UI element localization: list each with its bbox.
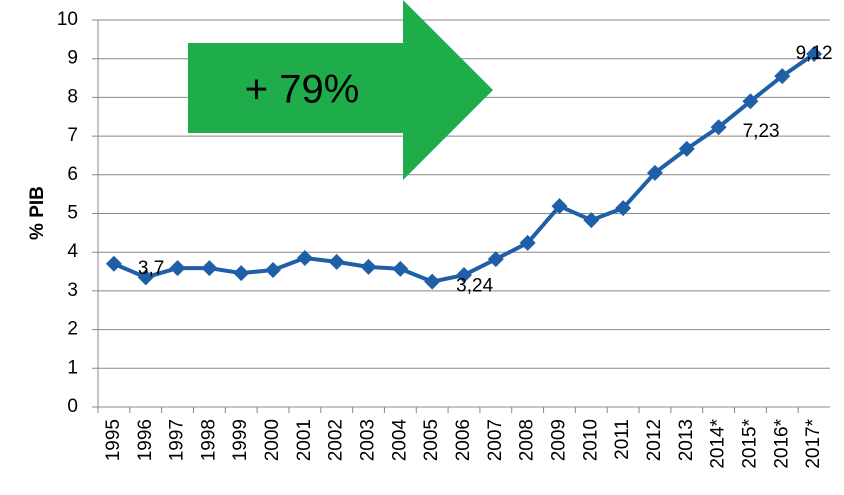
x-tick-label: 2008 xyxy=(517,419,538,461)
marker xyxy=(519,234,536,251)
x-tick-label: 2013 xyxy=(676,419,697,461)
arrow-shape xyxy=(188,0,493,180)
x-tick-label: 2015* xyxy=(739,418,760,468)
marker xyxy=(328,253,345,270)
y-tick-label: 4 xyxy=(67,241,78,262)
x-tick-label: 2011 xyxy=(612,419,633,460)
x-tick-label: 2004 xyxy=(389,419,410,462)
marker xyxy=(201,260,218,277)
marker xyxy=(615,200,632,217)
marker xyxy=(774,68,791,85)
marker xyxy=(678,140,695,157)
y-tick-label: 6 xyxy=(67,164,78,185)
y-tick-label: 1 xyxy=(67,357,78,378)
x-tick-label: 2010 xyxy=(580,419,601,461)
annotation-arrow: + 79% xyxy=(188,0,493,180)
data-label: 7,23 xyxy=(743,121,780,142)
y-tick-label: 9 xyxy=(67,48,78,69)
marker xyxy=(551,198,568,215)
y-tick-label: 8 xyxy=(67,86,78,107)
y-tick-label: 7 xyxy=(67,125,78,146)
marker xyxy=(360,258,377,275)
data-label: 9,12 xyxy=(796,43,833,64)
x-tick-label: 1997 xyxy=(167,419,188,461)
y-axis-label: % PIB xyxy=(27,186,48,240)
x-tick-label: 2014* xyxy=(708,418,729,468)
x-tick-label: 2016* xyxy=(771,418,792,468)
x-tick-label: 2006 xyxy=(453,419,474,461)
marker xyxy=(583,212,600,229)
x-tick-label: 2017* xyxy=(803,418,824,468)
x-tick-label: 1995 xyxy=(103,419,124,461)
marker xyxy=(742,93,759,110)
data-label: 3,7 xyxy=(138,258,164,279)
y-tick-label: 5 xyxy=(67,203,78,224)
marker xyxy=(456,267,472,284)
marker xyxy=(137,269,154,286)
x-tick-label: 2002 xyxy=(326,419,347,461)
x-tick-label: 1998 xyxy=(198,419,219,461)
y-tick-label: 3 xyxy=(67,280,78,301)
x-tick-label: 2005 xyxy=(421,419,442,461)
marker xyxy=(424,273,441,290)
marker xyxy=(265,262,282,279)
marker xyxy=(233,265,250,282)
x-tick-label: 2000 xyxy=(262,419,283,461)
marker xyxy=(296,250,313,267)
marker xyxy=(392,260,409,277)
x-tick-label: 1996 xyxy=(135,419,156,461)
annotation: + 79% xyxy=(245,68,360,112)
x-tick-label: 2009 xyxy=(548,419,569,461)
x-tick-label: 2003 xyxy=(358,419,379,461)
x-tick-label: 2012 xyxy=(644,419,665,461)
y-tick-label: 10 xyxy=(57,9,78,30)
marker xyxy=(487,251,504,268)
marker xyxy=(646,164,663,181)
x-tick-label: 1999 xyxy=(230,419,251,461)
marker xyxy=(169,260,186,277)
marker xyxy=(806,46,823,63)
x-tick-label: 2007 xyxy=(485,419,506,461)
y-tick-label: 0 xyxy=(67,396,78,417)
x-tick-label: 2001 xyxy=(294,419,315,461)
data-label: 3,24 xyxy=(456,276,493,297)
y-tick-label: 2 xyxy=(67,319,78,340)
marker xyxy=(105,255,122,272)
marker xyxy=(710,119,727,136)
